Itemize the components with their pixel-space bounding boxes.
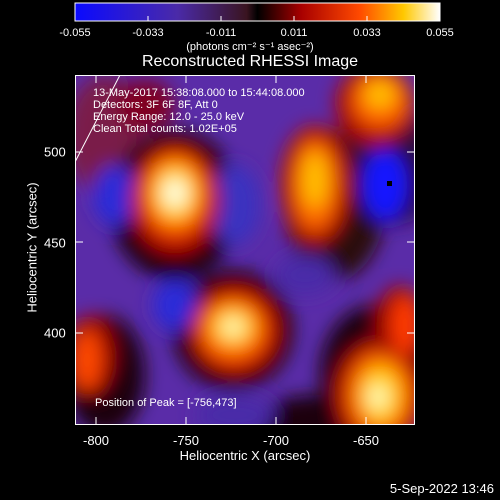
x-tick-label: -750 xyxy=(172,433,200,448)
y-tick-label: 500 xyxy=(44,144,66,160)
colorbar-tick: -0.033 xyxy=(132,27,164,39)
min-marker xyxy=(387,181,392,186)
colorbar-tick: -0.011 xyxy=(205,27,237,39)
energy-range: Energy Range: 12.0 - 25.0 keV xyxy=(93,111,245,123)
x-tick-label: -700 xyxy=(262,433,290,448)
colorbar-tick: 0.055 xyxy=(426,27,454,39)
detectors-info: Detectors: 3F 6F 8F, Att 0 xyxy=(93,99,218,111)
colorbar-tick: -0.055 xyxy=(59,27,91,39)
x-tick-label: -800 xyxy=(82,433,110,448)
x-tick-label: -650 xyxy=(352,433,380,448)
colorbar-tick: 0.011 xyxy=(280,27,308,39)
image-title: Reconstructed RHESSI Image xyxy=(141,53,359,70)
colorbar-units: (photons cm⁻² s⁻¹ asec⁻²) xyxy=(186,41,314,53)
colorbar xyxy=(74,2,441,22)
y-tick-label: 450 xyxy=(44,235,66,251)
clean-total-counts: Clean Total counts: 1.02E+05 xyxy=(93,123,237,135)
observation-time: 13-May-2017 15:38:08.000 to 15:44:08.000 xyxy=(93,87,305,99)
rhessi-image xyxy=(75,75,415,425)
peak-position: Position of Peak = [-756,473] xyxy=(95,397,237,409)
plot-date: 5-Sep-2022 13:46 xyxy=(389,481,494,496)
colorbar-tick: 0.033 xyxy=(353,27,381,39)
x-axis-label: Heliocentric X (arcsec) xyxy=(179,448,311,463)
y-tick-label: 400 xyxy=(44,325,66,341)
y-axis-label: Heliocentric Y (arcsec) xyxy=(24,182,40,313)
